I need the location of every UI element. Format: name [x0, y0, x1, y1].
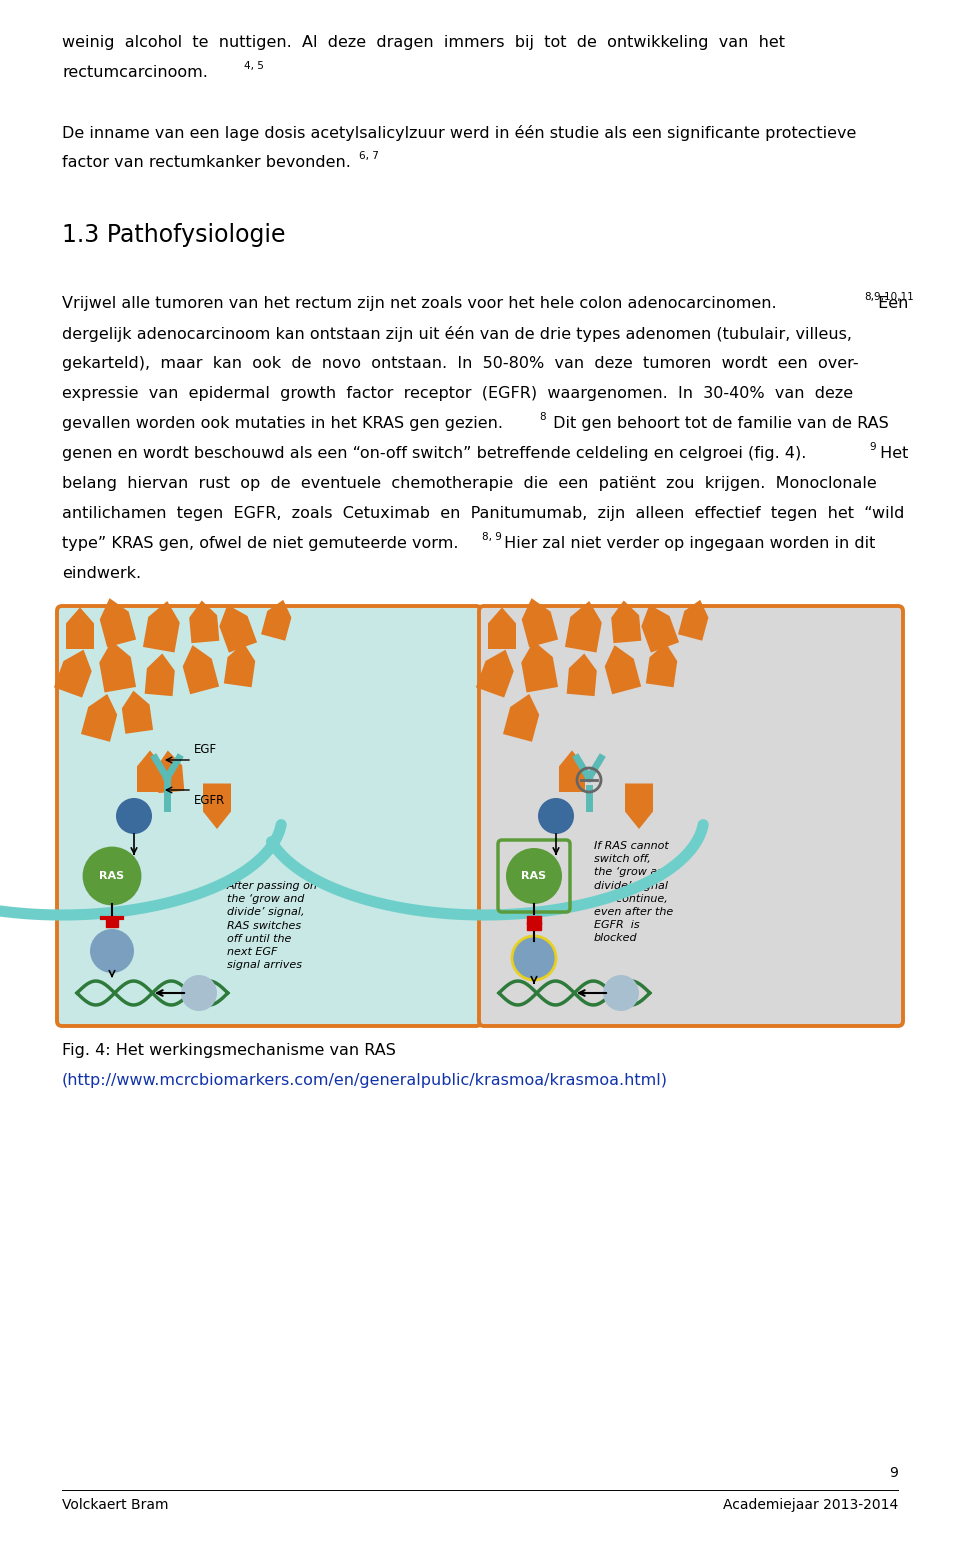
Text: Hier zal niet verder op ingegaan worden in dit: Hier zal niet verder op ingegaan worden … [499, 536, 876, 551]
Circle shape [90, 929, 134, 973]
Text: 6, 7: 6, 7 [359, 151, 379, 161]
Circle shape [603, 974, 639, 1011]
Text: 8,9,10,11: 8,9,10,11 [865, 292, 914, 303]
Polygon shape [219, 605, 257, 653]
Polygon shape [145, 653, 175, 696]
Circle shape [84, 848, 140, 903]
Text: type” KRAS gen, ofwel de niet gemuteerde vorm.: type” KRAS gen, ofwel de niet gemuteerde… [62, 536, 459, 551]
Bar [527, 922, 541, 929]
Polygon shape [143, 601, 180, 653]
Text: dergelijk adenocarcinoom kan ontstaan zijn uit één van de drie types adenomen (t: dergelijk adenocarcinoom kan ontstaan zi… [62, 326, 852, 343]
Text: EGF: EGF [194, 743, 217, 757]
Text: Een: Een [873, 296, 908, 310]
Polygon shape [122, 690, 153, 733]
Text: (http://www.mcrcbiomarkers.com/en/generalpublic/krasmoa/krasmoa.html): (http://www.mcrcbiomarkers.com/en/genera… [62, 1073, 668, 1089]
Text: gevallen worden ook mutaties in het KRAS gen gezien.: gevallen worden ook mutaties in het KRAS… [62, 415, 503, 431]
Text: After passing on
the ‘grow and
divide’ signal,
RAS switches
off until the
next E: After passing on the ‘grow and divide’ s… [227, 882, 318, 970]
Polygon shape [521, 641, 558, 693]
Polygon shape [503, 693, 540, 741]
Polygon shape [224, 642, 255, 687]
Text: eindwerk.: eindwerk. [62, 567, 141, 581]
Text: factor van rectumkanker bevonden.: factor van rectumkanker bevonden. [62, 154, 350, 170]
Polygon shape [137, 750, 163, 792]
Polygon shape [476, 650, 514, 698]
Polygon shape [605, 645, 641, 695]
Polygon shape [189, 601, 219, 644]
FancyBboxPatch shape [57, 605, 481, 1027]
Polygon shape [100, 598, 136, 647]
Polygon shape [559, 750, 585, 792]
Circle shape [512, 936, 556, 980]
Polygon shape [261, 599, 292, 641]
Polygon shape [564, 601, 602, 653]
Text: If RAS cannot
switch off,
the ‘grow and
divide’ signal
will continue,
even after: If RAS cannot switch off, the ‘grow and … [594, 841, 673, 943]
Polygon shape [625, 783, 653, 829]
Text: antilichamen  tegen  EGFR,  zoals  Cetuximab  en  Panitumumab,  zijn  alleen  ef: antilichamen tegen EGFR, zoals Cetuximab… [62, 506, 904, 520]
Text: EGFR: EGFR [194, 794, 226, 808]
Text: 9: 9 [889, 1465, 898, 1481]
Polygon shape [203, 783, 231, 829]
Text: rectumcarcinoom.: rectumcarcinoom. [62, 65, 208, 80]
Text: De inname van een lage dosis acetylsalicylzuur werd in één studie als een signif: De inname van een lage dosis acetylsalic… [62, 125, 856, 141]
Text: 1.3 Pathofysiologie: 1.3 Pathofysiologie [62, 222, 285, 247]
Text: expressie  van  epidermal  growth  factor  receptor  (EGFR)  waargenomen.  In  3: expressie van epidermal growth factor re… [62, 386, 853, 401]
Text: Het: Het [875, 446, 908, 462]
Polygon shape [156, 750, 184, 794]
Text: 8: 8 [539, 412, 545, 422]
Polygon shape [81, 693, 117, 741]
Polygon shape [521, 598, 558, 647]
Text: Academiejaar 2013-2014: Academiejaar 2013-2014 [723, 1498, 898, 1512]
FancyBboxPatch shape [479, 605, 903, 1027]
Text: Fig. 4: Het werkingsmechanisme van RAS: Fig. 4: Het werkingsmechanisme van RAS [62, 1044, 396, 1058]
Circle shape [538, 798, 574, 834]
Text: Dit gen behoort tot de familie van de RAS: Dit gen behoort tot de familie van de RA… [548, 415, 889, 431]
Circle shape [116, 798, 152, 834]
Polygon shape [646, 642, 677, 687]
Circle shape [181, 974, 217, 1011]
Polygon shape [641, 605, 679, 653]
Polygon shape [182, 645, 219, 695]
Text: genen en wordt beschouwd als een “on-off switch” betreffende celdeling en celgro: genen en wordt beschouwd als een “on-off… [62, 446, 806, 462]
Text: weinig  alcohol  te  nuttigen.  Al  deze  dragen  immers  bij  tot  de  ontwikke: weinig alcohol te nuttigen. Al deze drag… [62, 36, 785, 49]
Text: 8, 9: 8, 9 [482, 533, 502, 542]
Bar [106, 919, 118, 926]
Text: belang  hiervan  rust  op  de  eventuele  chemotherapie  die  een  patiënt  zou : belang hiervan rust op de eventuele chem… [62, 476, 876, 491]
Text: 4, 5: 4, 5 [244, 62, 264, 71]
Polygon shape [566, 653, 597, 696]
Text: 9: 9 [870, 442, 876, 452]
Polygon shape [66, 607, 94, 648]
Polygon shape [54, 650, 92, 698]
Polygon shape [488, 607, 516, 648]
Text: Volckaert Bram: Volckaert Bram [62, 1498, 169, 1512]
Text: RAS: RAS [100, 871, 125, 882]
Polygon shape [678, 599, 708, 641]
Text: RAS: RAS [521, 871, 546, 882]
Text: gekarteld),  maar  kan  ook  de  novo  ontstaan.  In  50-80%  van  deze  tumoren: gekarteld), maar kan ook de novo ontstaa… [62, 357, 858, 371]
Polygon shape [612, 601, 641, 644]
Bar [527, 916, 541, 923]
Polygon shape [99, 641, 136, 693]
Circle shape [506, 848, 562, 903]
Text: Vrijwel alle tumoren van het rectum zijn net zoals voor het hele colon adenocarc: Vrijwel alle tumoren van het rectum zijn… [62, 296, 777, 310]
